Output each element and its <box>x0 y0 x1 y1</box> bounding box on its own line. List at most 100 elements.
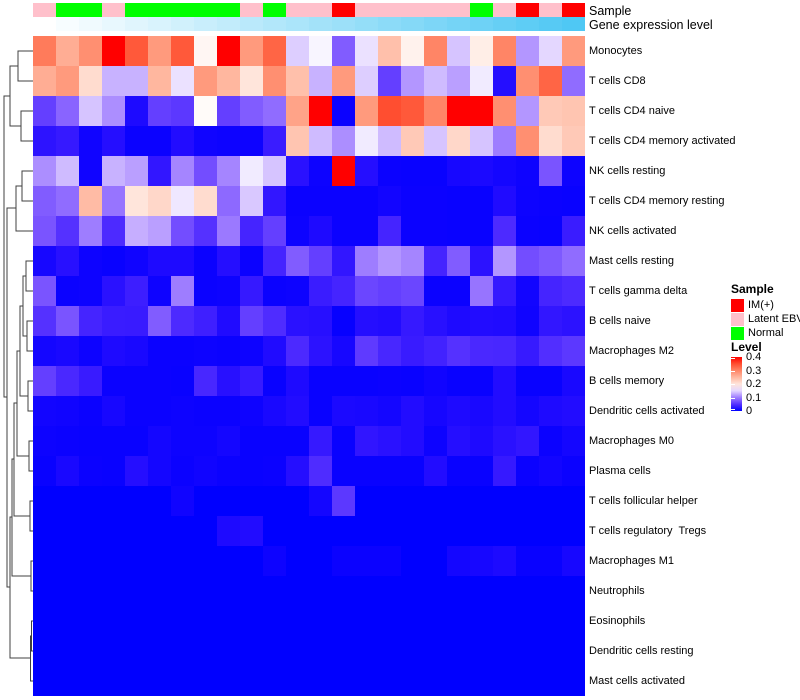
heatmap-cell <box>148 66 171 96</box>
heatmap-cell <box>378 216 401 246</box>
heatmap-cell <box>309 396 332 426</box>
heatmap-cell <box>447 576 470 606</box>
heatmap-cell <box>56 96 79 126</box>
legend-swatch <box>731 299 744 312</box>
heatmap-cell <box>217 516 240 546</box>
heatmap-cell <box>171 66 194 96</box>
heatmap-cell <box>562 36 585 66</box>
heatmap-cell <box>286 156 309 186</box>
row-label: Mast cells activated <box>589 675 685 687</box>
sample-annotation-cell <box>539 3 562 17</box>
sample-annotation-cell <box>378 3 401 17</box>
heatmap-cell <box>240 126 263 156</box>
sample-annotation-cell <box>33 3 56 17</box>
legend-swatch <box>731 327 744 340</box>
heatmap-cell <box>148 276 171 306</box>
heatmap-cell <box>355 246 378 276</box>
heatmap-cell <box>424 126 447 156</box>
heatmap-cell <box>286 126 309 156</box>
heatmap-cell <box>56 126 79 156</box>
heatmap-cell <box>263 306 286 336</box>
heatmap-cell <box>125 606 148 636</box>
heatmap-cell <box>102 156 125 186</box>
heatmap-cell <box>516 246 539 276</box>
level-tick-mark <box>731 358 735 359</box>
heatmap-cell <box>240 606 263 636</box>
heatmap-cell <box>470 306 493 336</box>
heatmap-cell <box>401 636 424 666</box>
heatmap-cell <box>240 366 263 396</box>
sample-annotation-cell <box>355 3 378 17</box>
row-label: Macrophages M1 <box>589 555 674 567</box>
heatmap-cell <box>332 96 355 126</box>
heatmap-cell <box>562 126 585 156</box>
expression-annotation-cell <box>493 17 516 31</box>
heatmap-cell <box>56 366 79 396</box>
heatmap-cell <box>516 96 539 126</box>
heatmap-cell <box>79 486 102 516</box>
row-label: T cells follicular helper <box>589 495 698 507</box>
heatmap-cell <box>263 96 286 126</box>
heatmap-cell <box>401 666 424 696</box>
heatmap-cell <box>516 576 539 606</box>
heatmap-cell <box>424 306 447 336</box>
expression-annotation-cell <box>102 17 125 31</box>
heatmap-cell <box>56 156 79 186</box>
sample-annotation-cell <box>263 3 286 17</box>
heatmap-cell <box>171 306 194 336</box>
sample-annotation-label: Sample <box>589 4 632 18</box>
heatmap-cell <box>102 576 125 606</box>
heatmap-cell <box>194 126 217 156</box>
heatmap-cell <box>516 486 539 516</box>
heatmap-cell <box>539 366 562 396</box>
heatmap-cell <box>194 96 217 126</box>
heatmap-cell <box>424 546 447 576</box>
heatmap-cell <box>263 456 286 486</box>
expression-annotation-cell <box>125 17 148 31</box>
heatmap-cell <box>194 486 217 516</box>
heatmap-cell <box>332 456 355 486</box>
heatmap-cell <box>493 546 516 576</box>
sample-annotation-cell <box>148 3 171 17</box>
heatmap-cell <box>171 126 194 156</box>
heatmap-cell <box>516 216 539 246</box>
legend-item-label: Latent EBV <box>748 313 800 325</box>
heatmap-cell <box>102 36 125 66</box>
heatmap-cell <box>79 276 102 306</box>
heatmap-cell <box>240 216 263 246</box>
heatmap-cell <box>332 546 355 576</box>
heatmap-cell <box>171 636 194 666</box>
heatmap-cell <box>148 186 171 216</box>
heatmap-cell <box>263 156 286 186</box>
heatmap-cell <box>562 336 585 366</box>
heatmap-cell <box>217 426 240 456</box>
heatmap-cell <box>378 426 401 456</box>
heatmap-cell <box>493 396 516 426</box>
heatmap-cell <box>171 546 194 576</box>
heatmap-cell <box>309 486 332 516</box>
expression-annotation-cell <box>309 17 332 31</box>
heatmap-cell <box>217 456 240 486</box>
heatmap-cell <box>171 456 194 486</box>
heatmap-cell <box>286 396 309 426</box>
legend-item-label: Normal <box>748 327 784 339</box>
heatmap-cell <box>33 636 56 666</box>
heatmap-cell <box>79 306 102 336</box>
dendrogram-lines <box>3 50 33 682</box>
heatmap-cell <box>309 66 332 96</box>
level-tick-mark <box>731 370 735 372</box>
heatmap-cell <box>378 156 401 186</box>
heatmap-cell <box>516 426 539 456</box>
heatmap-cell <box>125 246 148 276</box>
heatmap-cell <box>424 516 447 546</box>
heatmap-cell <box>148 606 171 636</box>
heatmap-cell <box>378 606 401 636</box>
heatmap-cell <box>263 66 286 96</box>
heatmap-cell <box>33 666 56 696</box>
heatmap-cell <box>562 636 585 666</box>
heatmap-cell <box>33 426 56 456</box>
heatmap-cell <box>125 636 148 666</box>
heatmap-cell <box>263 276 286 306</box>
heatmap-cell <box>79 186 102 216</box>
heatmap-cell <box>56 426 79 456</box>
